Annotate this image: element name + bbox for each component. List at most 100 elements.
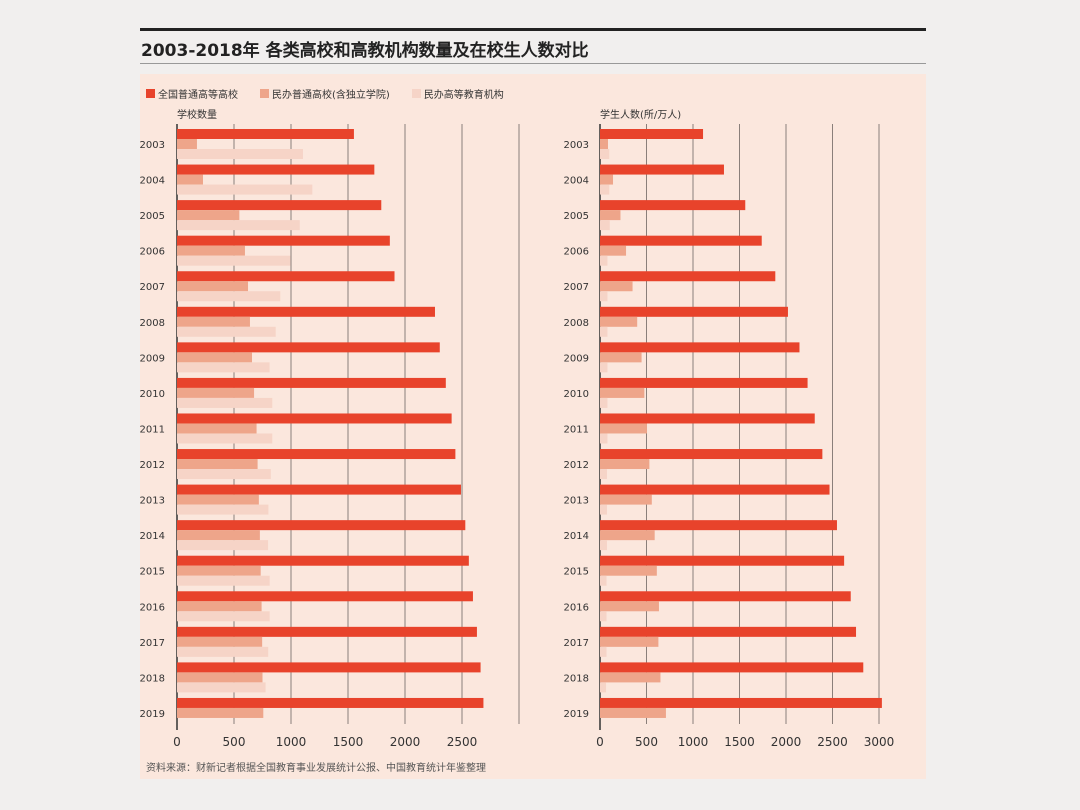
- category-label: 2015: [564, 567, 589, 578]
- bar-national: [600, 555, 845, 566]
- category-label: 2004: [140, 176, 165, 187]
- legend-swatch: [411, 89, 421, 98]
- bar-private-institution: [177, 220, 300, 231]
- category-label: 2011: [140, 424, 165, 435]
- category-label: 2019: [140, 709, 165, 720]
- category-label: 2006: [564, 247, 589, 258]
- x-tick-label: 2000: [390, 735, 421, 749]
- x-tick-label: 1500: [724, 735, 755, 749]
- x-tick-label: 500: [223, 735, 246, 749]
- bar-private: [177, 672, 263, 683]
- bar-private: [600, 565, 657, 576]
- category-label: 2018: [564, 673, 589, 684]
- bar-private-institution: [177, 646, 269, 657]
- bar-private: [600, 139, 608, 149]
- bar-private-institution: [600, 326, 608, 337]
- bar-national: [600, 342, 800, 353]
- bar-national: [177, 306, 435, 317]
- bar-private-institution: [177, 433, 273, 444]
- title-underline: [140, 63, 926, 64]
- bar-private-institution: [600, 575, 607, 586]
- bar-national: [600, 200, 746, 211]
- category-label: 2010: [564, 389, 589, 400]
- category-label: 2006: [140, 247, 165, 258]
- bar-private: [600, 707, 666, 718]
- bar-private: [177, 174, 203, 185]
- category-label: 2008: [140, 318, 165, 329]
- x-tick-label: 1000: [276, 735, 307, 749]
- bar-national: [177, 484, 461, 495]
- bar-private: [600, 210, 621, 221]
- title-rule: [140, 28, 926, 31]
- bar-private: [600, 245, 627, 256]
- x-tick-label: 1000: [678, 735, 709, 749]
- bar-national: [177, 555, 469, 566]
- category-label: 2019: [564, 709, 589, 720]
- bar-national: [600, 697, 882, 708]
- bar-national: [600, 306, 788, 317]
- category-label: 2003: [140, 140, 165, 151]
- bar-private: [177, 601, 262, 612]
- x-tick-label: 2000: [771, 735, 802, 749]
- bar-private-institution: [177, 682, 266, 693]
- bar-private: [600, 423, 647, 434]
- bar-private: [177, 210, 240, 221]
- category-label: 2011: [564, 424, 589, 435]
- bar-private-institution: [600, 149, 610, 159]
- bar-private-institution: [600, 291, 608, 302]
- bar-private: [600, 316, 638, 327]
- legend: 全国普通高等高校 民办普通高校(含独立学院) 民办高等教育机构: [146, 86, 504, 101]
- bar-national: [177, 200, 382, 211]
- bar-national: [600, 164, 724, 175]
- category-label: 2013: [564, 496, 589, 507]
- bar-national: [600, 271, 776, 282]
- legend-item-national: 全国普通高等高校: [146, 86, 238, 101]
- bar-private-institution: [600, 220, 610, 231]
- bar-private: [600, 387, 645, 398]
- bar-private-institution: [177, 504, 269, 515]
- bar-private-institution: [177, 575, 270, 586]
- legend-label: 民办普通高校(含独立学院): [272, 90, 390, 101]
- category-label: 2005: [140, 211, 165, 222]
- bar-national: [177, 591, 473, 602]
- bar-private-institution: [600, 540, 607, 551]
- bar-private-institution: [600, 646, 607, 657]
- bar-national: [177, 413, 452, 424]
- bar-private: [177, 316, 250, 327]
- bar-private: [177, 245, 245, 256]
- bar-private-institution: [177, 611, 270, 622]
- legend-label: 全国普通高等高校: [158, 90, 238, 101]
- category-label: 2004: [564, 176, 589, 187]
- bar-private-institution: [600, 611, 607, 622]
- source-note: 资料来源：财新记者根据全国教育事业发展统计公报、中国教育统计年鉴整理: [146, 763, 486, 774]
- category-label: 2016: [564, 602, 589, 613]
- bar-national: [177, 271, 395, 282]
- category-label: 2018: [140, 673, 165, 684]
- bar-private: [177, 139, 197, 149]
- category-label: 2009: [564, 353, 589, 364]
- bar-private-institution: [177, 362, 270, 373]
- bar-private: [600, 530, 655, 541]
- bar-private: [177, 423, 257, 434]
- bar-private: [600, 459, 650, 470]
- bar-private-institution: [600, 682, 607, 693]
- category-label: 2014: [140, 531, 165, 542]
- bar-national: [600, 484, 830, 495]
- x-tick-label: 3000: [864, 735, 895, 749]
- bar-private-institution: [600, 397, 608, 408]
- bar-private-institution: [177, 255, 291, 266]
- bar-private: [600, 352, 642, 363]
- bar-private: [600, 281, 633, 292]
- category-label: 2017: [140, 638, 165, 649]
- bar-private-institution: [600, 433, 608, 444]
- bar-national: [600, 520, 837, 531]
- bar-private: [177, 387, 255, 398]
- bar-national: [177, 520, 466, 531]
- legend-label: 民办高等教育机构: [423, 90, 504, 101]
- bar-private-institution: [600, 184, 610, 195]
- bar-national: [177, 662, 481, 673]
- bar-private: [177, 565, 261, 576]
- bar-private: [177, 707, 264, 718]
- bar-national: [600, 626, 857, 637]
- legend-item-private-institutions: 民办高等教育机构: [411, 86, 504, 101]
